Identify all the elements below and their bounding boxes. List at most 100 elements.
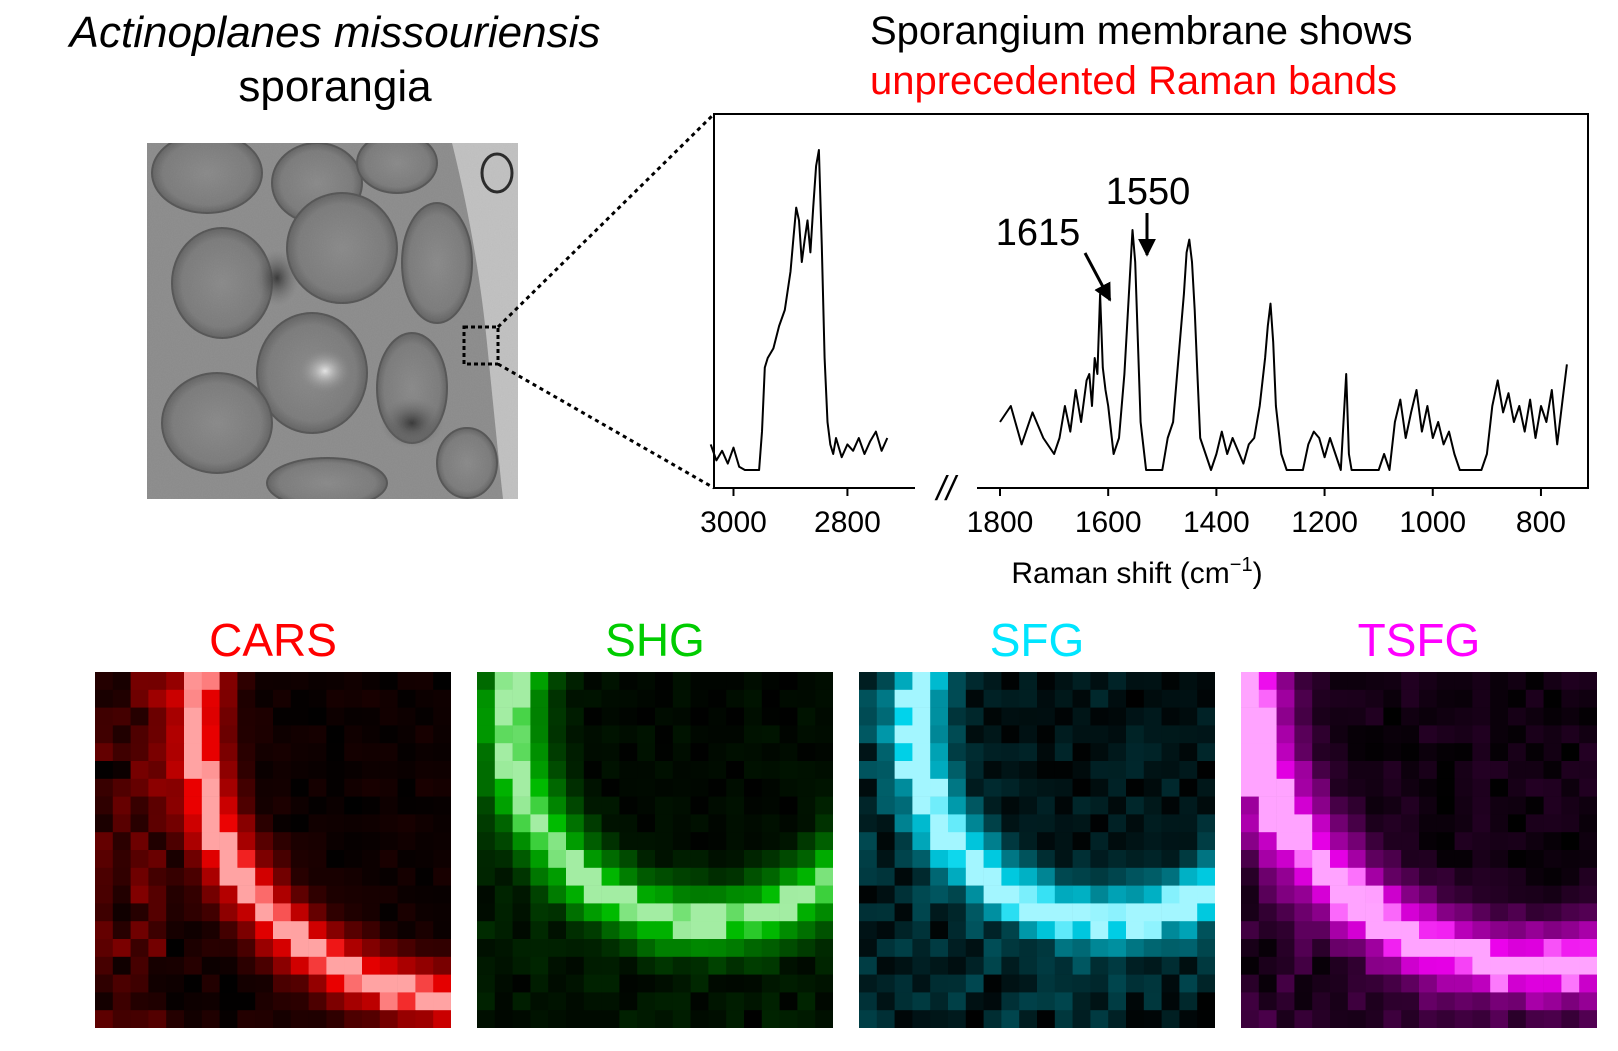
- image-pixel: [1126, 956, 1145, 975]
- image-pixel: [1525, 814, 1544, 833]
- image-pixel: [797, 743, 816, 762]
- image-pixel: [601, 832, 620, 851]
- image-pixel: [1126, 689, 1145, 708]
- image-pixel: [201, 778, 220, 797]
- image-pixel: [619, 672, 638, 691]
- image-pixel: [1072, 743, 1091, 762]
- image-pixel: [983, 903, 1002, 922]
- image-pixel: [219, 672, 238, 691]
- image-pixel: [344, 903, 363, 922]
- image-pixel: [397, 689, 416, 708]
- image-pixel: [548, 850, 567, 869]
- image-pixel: [726, 814, 745, 833]
- image-pixel: [1347, 672, 1366, 691]
- image-pixel: [255, 992, 274, 1011]
- image-pixel: [930, 707, 949, 726]
- image-pixel: [201, 974, 220, 993]
- image-pixel: [548, 992, 567, 1011]
- image-pixel: [1383, 850, 1402, 869]
- image-pixel: [1108, 956, 1127, 975]
- image-pixel: [1579, 1010, 1597, 1028]
- image-pixel: [494, 796, 513, 815]
- image-pixel: [655, 974, 674, 993]
- image-pixel: [201, 956, 220, 975]
- image-pixel: [326, 814, 345, 833]
- image-pixel: [1312, 796, 1331, 815]
- image-pixel: [362, 921, 381, 940]
- image-pixel: [95, 689, 114, 708]
- image-pixel: [1419, 885, 1438, 904]
- image-pixel: [130, 974, 149, 993]
- image-pixel: [1383, 778, 1402, 797]
- image-pixel: [1258, 903, 1277, 922]
- image-pixel: [530, 903, 549, 922]
- image-pixel: [708, 992, 727, 1011]
- image-pixel: [744, 796, 763, 815]
- image-pixel: [894, 885, 913, 904]
- image-pixel: [530, 796, 549, 815]
- image-pixel: [1543, 672, 1562, 691]
- image-pixel: [130, 850, 149, 869]
- image-pixel: [779, 903, 798, 922]
- image-pixel: [1090, 956, 1109, 975]
- image-pixel: [1276, 778, 1295, 797]
- image-pixel: [1108, 921, 1127, 940]
- image-pixel: [726, 725, 745, 744]
- image-pixel: [1330, 778, 1349, 797]
- image-pixel: [1490, 672, 1509, 691]
- image-pixel: [965, 885, 984, 904]
- image-pixel: [1072, 707, 1091, 726]
- x-tick-label: 2800: [814, 506, 881, 539]
- image-pixel: [566, 832, 585, 851]
- image-pixel: [965, 761, 984, 780]
- image-pixel: [1383, 689, 1402, 708]
- image-pixel: [1472, 672, 1491, 691]
- image-pixel: [219, 867, 238, 886]
- image-pixel: [1490, 761, 1509, 780]
- image-pixel: [1001, 867, 1020, 886]
- image-pixel: [415, 761, 434, 780]
- image-pixel: [273, 939, 292, 958]
- image-pixel: [255, 778, 274, 797]
- image-pixel: [1347, 867, 1366, 886]
- image-pixel: [1543, 778, 1562, 797]
- image-pixel: [672, 814, 691, 833]
- image-pixel: [1143, 850, 1162, 869]
- x-tick-label: 1400: [1183, 506, 1250, 539]
- image-pixel: [308, 743, 327, 762]
- image-pixel: [1019, 796, 1038, 815]
- image-pixel: [1490, 939, 1509, 958]
- image-pixel: [344, 850, 363, 869]
- image-pixel: [415, 743, 434, 762]
- image-pixel: [930, 689, 949, 708]
- image-pixel: [797, 725, 816, 744]
- image-pixel: [1490, 743, 1509, 762]
- image-pixel: [601, 992, 620, 1011]
- image-pixel: [1312, 921, 1331, 940]
- image-pixel: [744, 725, 763, 744]
- image-pixel: [761, 761, 780, 780]
- image-pixel: [1561, 743, 1580, 762]
- image-pixel: [1197, 814, 1215, 833]
- image-pixel: [1401, 707, 1420, 726]
- image-pixel: [166, 689, 185, 708]
- image-pixel: [1001, 778, 1020, 797]
- image-pixel: [1383, 921, 1402, 940]
- image-pixel: [930, 778, 949, 797]
- image-pixel: [201, 761, 220, 780]
- image-pixel: [1108, 707, 1127, 726]
- image-pixel: [1401, 850, 1420, 869]
- image-pixel: [273, 885, 292, 904]
- image-pixel: [95, 832, 114, 851]
- image-pixel: [344, 832, 363, 851]
- image-pixel: [1312, 707, 1331, 726]
- image-pixel: [1419, 921, 1438, 940]
- image-pixel: [1161, 850, 1180, 869]
- image-pixel: [433, 850, 451, 869]
- image-pixel: [1001, 672, 1020, 691]
- image-pixel: [859, 725, 878, 744]
- image-pixel: [1090, 814, 1109, 833]
- image-pixel: [379, 796, 398, 815]
- image-pixel: [761, 867, 780, 886]
- image-pixel: [1161, 725, 1180, 744]
